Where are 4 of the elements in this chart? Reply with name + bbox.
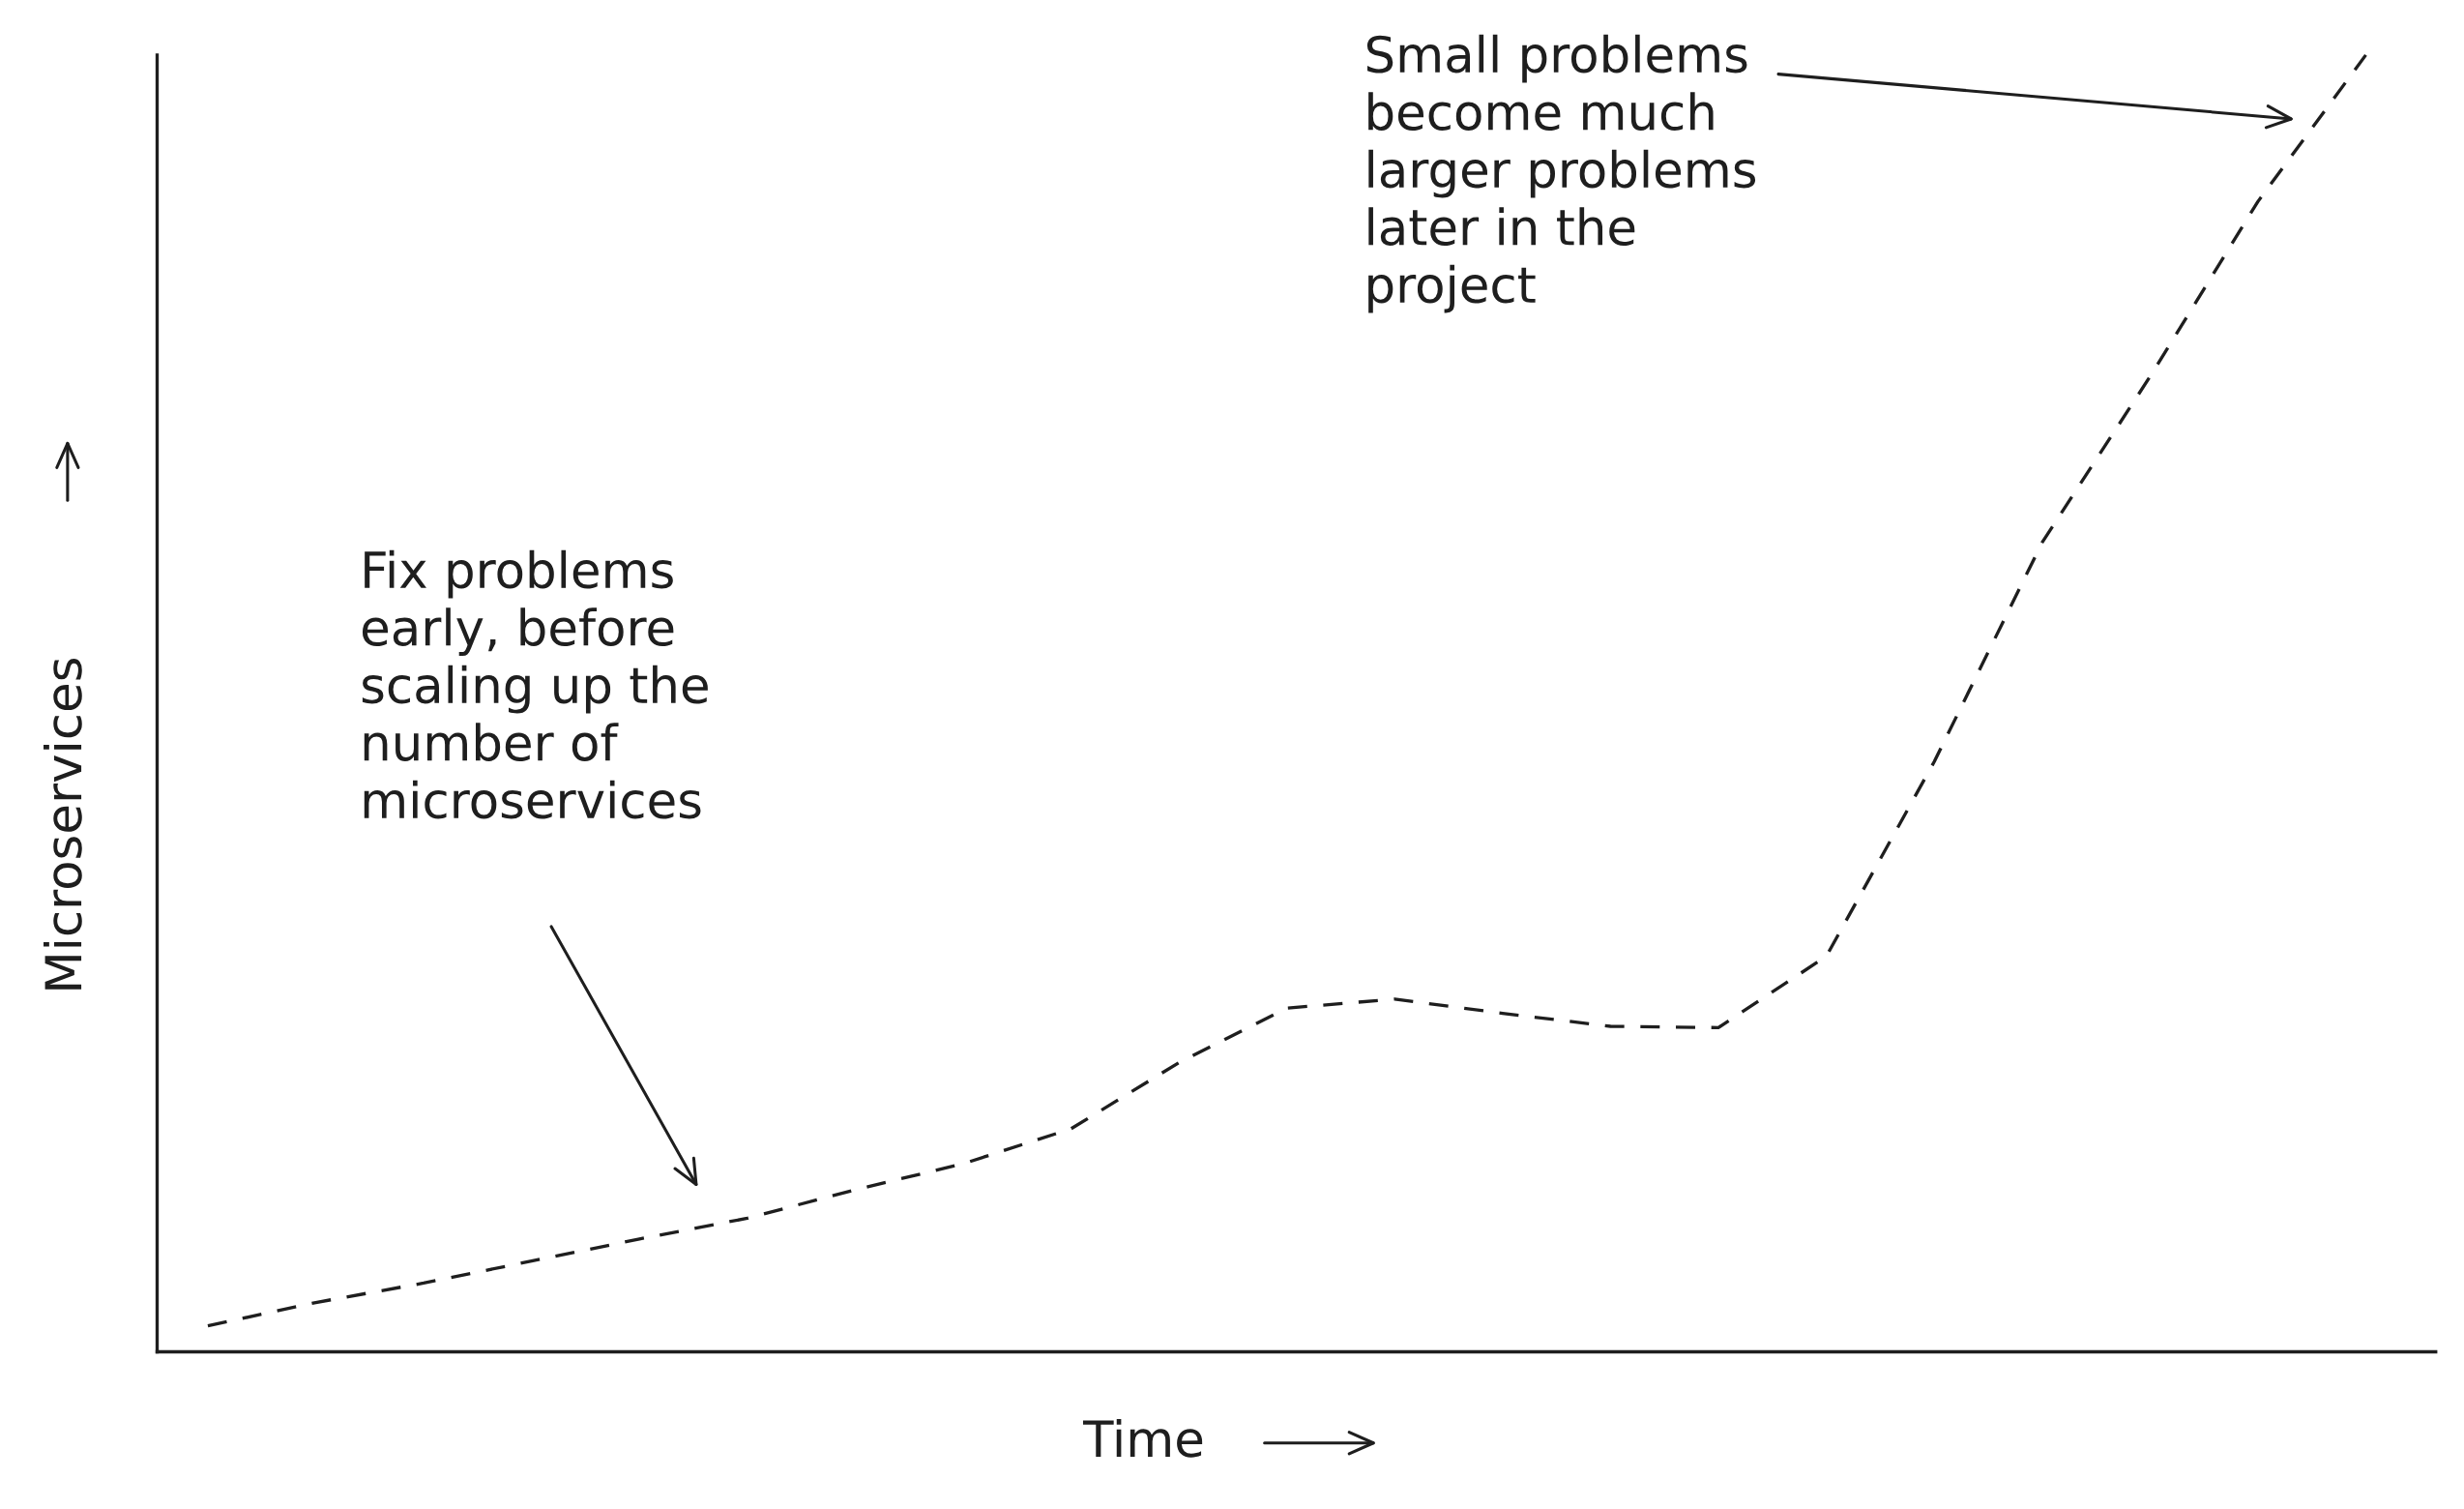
annotation: Small problems become much larger problems later in the project [1366,34,1756,313]
y-axis-title: Microservices [44,659,82,990]
annotation: Fix problems early, before scaling up the number of microservices [362,549,708,819]
x-axis-title: Time [1082,1418,1203,1458]
